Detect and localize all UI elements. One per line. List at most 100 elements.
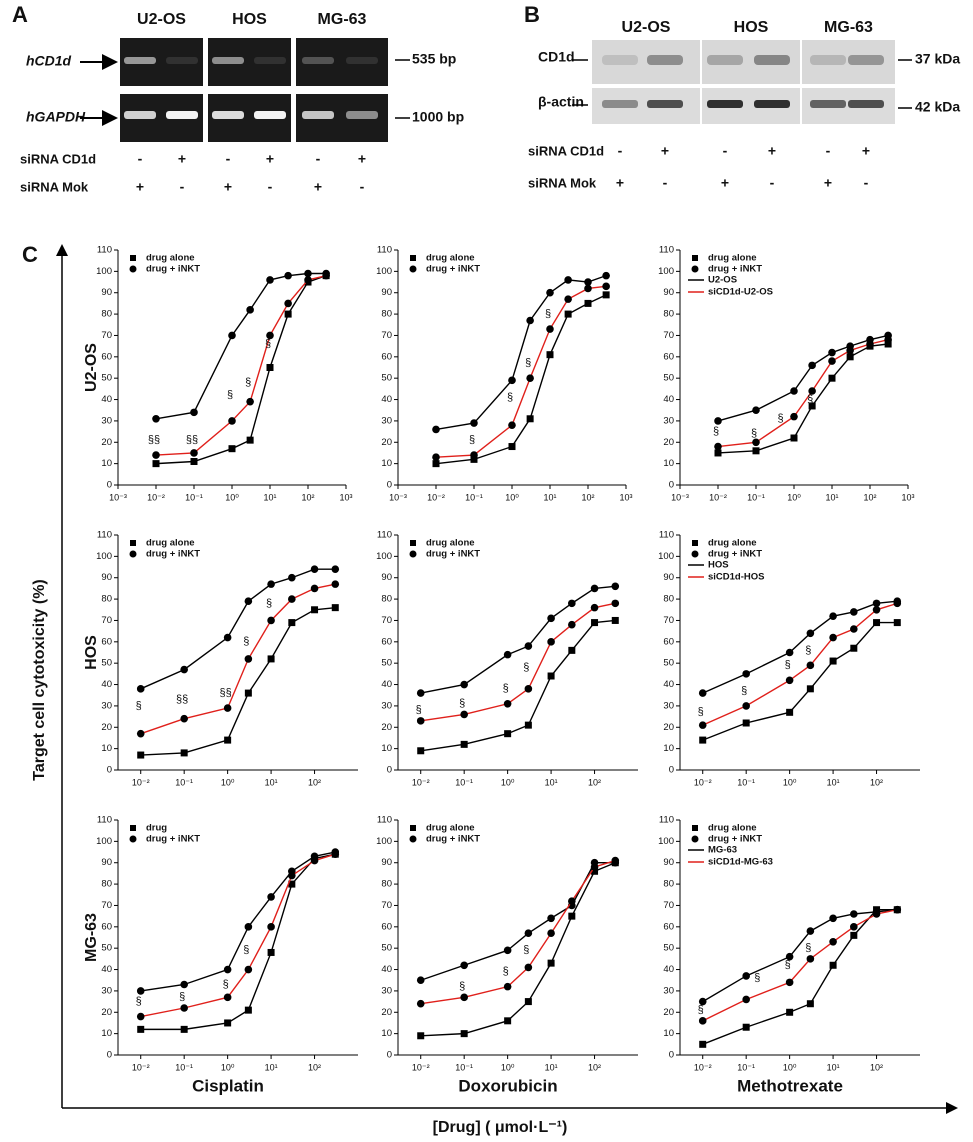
x-tick-label: 10¹ xyxy=(825,492,838,502)
y-tick-label: 0 xyxy=(107,765,112,776)
gel-band xyxy=(166,57,198,64)
point xyxy=(223,633,232,642)
y-tick-label: 20 xyxy=(381,437,392,448)
point xyxy=(584,278,592,286)
point xyxy=(244,655,253,663)
annotation: § xyxy=(503,966,509,978)
point xyxy=(284,310,292,318)
gel-band xyxy=(346,111,378,119)
y-tick-label: 50 xyxy=(101,658,112,669)
cell-line-label: U2-OS xyxy=(622,19,671,36)
y-tick-label: 80 xyxy=(663,594,674,605)
y-tick-label: 20 xyxy=(381,722,392,733)
x-tick-label: 10⁻² xyxy=(427,492,445,502)
y-tick-label: 20 xyxy=(663,437,674,448)
annotation: § xyxy=(227,389,233,401)
sign: - xyxy=(770,175,775,191)
cell-line-label: U2-OS xyxy=(137,11,186,28)
gel-band xyxy=(302,111,334,119)
y-tick-label: 40 xyxy=(663,679,674,690)
y-tick-label: 40 xyxy=(663,394,674,405)
point xyxy=(180,665,188,674)
point xyxy=(460,1030,468,1038)
point xyxy=(790,434,798,442)
annotation: § xyxy=(265,338,271,350)
point xyxy=(508,376,516,385)
annotation: § xyxy=(785,659,791,671)
y-tick-label: 10 xyxy=(663,743,674,754)
y-tick-label: 110 xyxy=(377,815,392,826)
point xyxy=(246,306,254,314)
point xyxy=(460,961,468,970)
point xyxy=(470,451,478,459)
x-tick-label: 10⁰ xyxy=(783,777,797,787)
point xyxy=(190,458,198,465)
y-tick-label: 40 xyxy=(381,394,392,405)
point xyxy=(850,644,858,652)
x-tick-label: 10⁻² xyxy=(412,1062,430,1072)
point xyxy=(228,417,236,425)
y-tick-label: 20 xyxy=(101,1007,112,1018)
point xyxy=(564,295,572,303)
point xyxy=(331,565,340,573)
x-tick-label: 10⁻² xyxy=(132,777,150,787)
y-tick-label: 70 xyxy=(101,615,112,626)
x-tick-label: 10¹ xyxy=(545,1062,558,1072)
blot-band xyxy=(810,55,846,65)
x-tick-label: 10⁰ xyxy=(221,1062,235,1072)
legend-label: drug alone xyxy=(426,823,475,834)
point xyxy=(872,910,881,918)
y-tick-label: 30 xyxy=(101,985,112,996)
point xyxy=(611,856,620,865)
point xyxy=(872,605,881,614)
point xyxy=(829,633,837,642)
point xyxy=(417,747,425,755)
size-label: 535 bp xyxy=(412,51,456,67)
row-label: MG-63 xyxy=(83,913,100,962)
y-tick-label: 70 xyxy=(381,615,392,626)
gel-band xyxy=(124,57,156,64)
legend-marker xyxy=(410,255,416,261)
series-line xyxy=(420,602,616,722)
y-tick-label: 90 xyxy=(101,572,112,583)
legend-label: drug alone xyxy=(146,253,195,264)
y-tick-label: 70 xyxy=(663,900,674,911)
y-tick-label: 10 xyxy=(381,743,392,754)
point xyxy=(568,912,576,920)
x-tick-label: 10² xyxy=(301,492,314,502)
point xyxy=(806,927,815,935)
blot xyxy=(592,40,700,84)
y-tick-label: 70 xyxy=(663,615,674,626)
point xyxy=(136,729,145,738)
point xyxy=(829,937,837,946)
y-tick-label: 10 xyxy=(101,458,112,469)
point xyxy=(786,708,794,716)
gel-band xyxy=(166,111,198,119)
legend-marker xyxy=(409,550,417,558)
point xyxy=(244,689,252,697)
sign: + xyxy=(314,179,322,195)
y-tick-label: 110 xyxy=(97,815,112,826)
column-label: Methotrexate xyxy=(737,1076,843,1095)
point xyxy=(223,993,232,1002)
y-tick-label: 10 xyxy=(381,1028,392,1039)
legend-label: U2-OS xyxy=(708,275,737,286)
point xyxy=(504,1017,512,1025)
size-label: 37 kDa xyxy=(915,51,960,67)
cell-line-label: HOS xyxy=(232,11,267,28)
gel-band xyxy=(302,57,334,64)
gel-band xyxy=(124,111,156,119)
annotation: § xyxy=(741,685,747,697)
series-line xyxy=(702,909,898,1022)
point xyxy=(460,740,468,748)
point xyxy=(526,415,534,423)
point xyxy=(547,638,555,646)
y-tick-label: 110 xyxy=(659,815,674,826)
protein-label: CD1d xyxy=(538,49,575,65)
y-tick-label: 60 xyxy=(381,636,392,647)
point xyxy=(742,1023,750,1031)
point xyxy=(568,620,576,629)
x-tick-label: 10² xyxy=(581,492,594,502)
sign: + xyxy=(721,175,729,191)
